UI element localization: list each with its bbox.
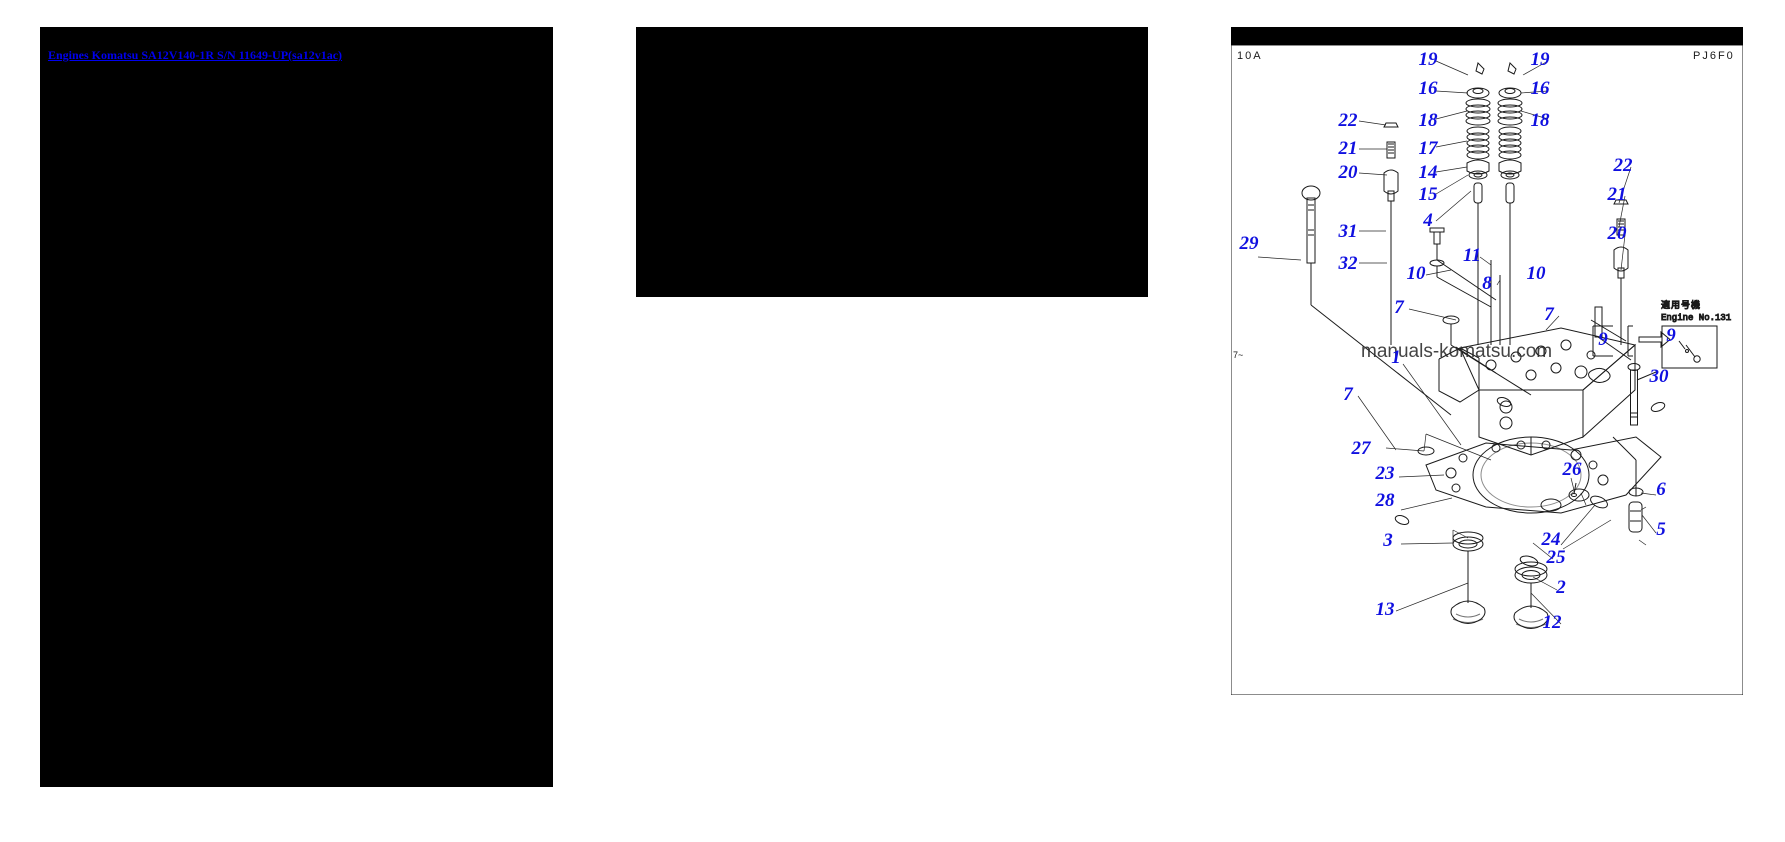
svg-text:30: 30 <box>1649 366 1670 387</box>
svg-text:9: 9 <box>1598 329 1608 350</box>
svg-text:14: 14 <box>1419 162 1438 183</box>
svg-text:12: 12 <box>1543 612 1563 633</box>
svg-text:19: 19 <box>1419 49 1439 70</box>
svg-text:26: 26 <box>1562 459 1583 480</box>
svg-text:10: 10 <box>1527 263 1547 284</box>
svg-text:10: 10 <box>1407 263 1427 284</box>
svg-text:21: 21 <box>1338 138 1358 159</box>
svg-text:20: 20 <box>1607 223 1628 244</box>
svg-text:2: 2 <box>1555 577 1566 598</box>
svg-text:23: 23 <box>1375 463 1395 484</box>
svg-text:Engine No.131: Engine No.131 <box>1661 313 1731 323</box>
svg-text:15: 15 <box>1419 184 1439 205</box>
svg-text:18: 18 <box>1419 110 1439 131</box>
svg-text:17: 17 <box>1419 138 1440 159</box>
svg-text:31: 31 <box>1338 221 1358 242</box>
svg-text:22: 22 <box>1613 155 1634 176</box>
svg-text:21: 21 <box>1607 184 1627 205</box>
svg-text:20: 20 <box>1338 162 1359 183</box>
svg-text:7~: 7~ <box>1233 350 1243 360</box>
svg-text:28: 28 <box>1375 490 1396 511</box>
svg-text:PJ6F0: PJ6F0 <box>1693 50 1735 62</box>
svg-text:22: 22 <box>1338 110 1359 131</box>
svg-text:6: 6 <box>1656 479 1666 500</box>
svg-text:1: 1 <box>1391 347 1401 368</box>
svg-text:9: 9 <box>1666 325 1676 346</box>
svg-text:3: 3 <box>1382 530 1393 551</box>
svg-text:16: 16 <box>1531 78 1551 99</box>
svg-text:19: 19 <box>1531 49 1551 70</box>
svg-text:11: 11 <box>1463 245 1481 266</box>
svg-text:適用号機: 適用号機 <box>1661 299 1701 310</box>
svg-text:manuals-komatsu.com: manuals-komatsu.com <box>1361 341 1552 362</box>
svg-text:7: 7 <box>1394 297 1405 318</box>
svg-text:8: 8 <box>1482 273 1492 294</box>
svg-text:5: 5 <box>1656 519 1666 540</box>
svg-text:4: 4 <box>1422 210 1433 231</box>
svg-text:13: 13 <box>1376 599 1395 620</box>
svg-text:18: 18 <box>1531 110 1551 131</box>
svg-text:29: 29 <box>1239 233 1260 254</box>
svg-text:7: 7 <box>1343 384 1354 405</box>
svg-text:16: 16 <box>1419 78 1439 99</box>
svg-text:27: 27 <box>1351 438 1373 459</box>
svg-text:25: 25 <box>1546 547 1567 568</box>
svg-text:7: 7 <box>1544 304 1555 325</box>
svg-text:32: 32 <box>1338 253 1359 274</box>
svg-text:10A: 10A <box>1237 50 1263 62</box>
